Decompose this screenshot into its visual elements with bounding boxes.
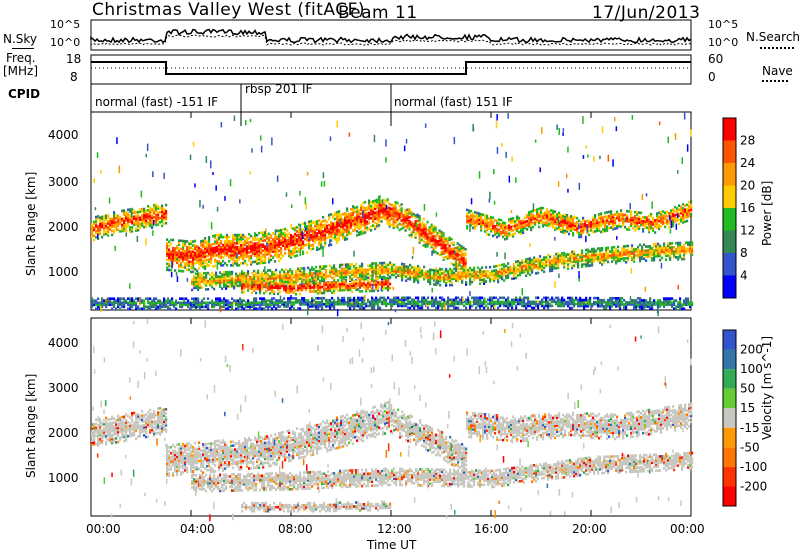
power-colorbar-swatch-3 — [723, 185, 736, 208]
power-ytick-4000: 4000 — [48, 128, 79, 142]
nave-tick-top: 60 — [708, 52, 724, 66]
noise-tick-right-bottom: 10^0 — [708, 36, 739, 49]
power-band-0 — [91, 203, 168, 242]
velocity-band-1 — [166, 400, 393, 478]
velocity-ytick-4000: 4000 — [48, 336, 79, 350]
velocity-band-5 — [241, 500, 392, 513]
power-colorbar-swatch-2 — [723, 163, 736, 186]
velocity-colorbar-swatch-3 — [723, 388, 736, 409]
velocity-colorbar-tick-5: -50 — [740, 440, 760, 454]
nsearch-label: N.Search — [746, 30, 800, 44]
velocity-colorbar-tick-2: 50 — [740, 382, 755, 396]
nave-legend-line — [762, 80, 788, 82]
power-colorbar-frame — [722, 117, 737, 299]
noise-tick-right-top: 10^5 — [708, 18, 739, 31]
power-band-1 — [166, 195, 381, 274]
velocity-colorbar-tick-6: -100 — [740, 460, 767, 474]
power-band-2 — [378, 195, 467, 273]
xtick-2000: 20:00 — [572, 522, 607, 536]
velocity-ytick-3000: 3000 — [48, 381, 79, 395]
noise-tick-left-bottom: 10^0 — [50, 36, 81, 49]
velocity-colorbar-swatch-8 — [723, 486, 736, 506]
freq-unit: [MHz] — [3, 64, 39, 78]
power-heatmap-cells — [91, 112, 694, 317]
velocity-colorbar-swatch-5 — [723, 427, 736, 448]
power-colorbar-swatch-1 — [723, 140, 736, 163]
velocity-scatter — [92, 319, 692, 522]
xtick-0400: 04:00 — [180, 522, 215, 536]
cpid-segment-1: normal (fast) -151 IF — [95, 95, 219, 109]
freq-tick-top: 18 — [66, 52, 82, 66]
beam-label: Beam 11 — [338, 3, 418, 23]
velocity-colorbar-tick-4: -15 — [740, 421, 760, 435]
cpid-segment-2: rbsp 201 IF — [245, 82, 313, 96]
velocity-band-2 — [391, 408, 468, 475]
velocity-colorbar-swatch-2 — [723, 369, 736, 389]
power-ytick-2000: 2000 — [48, 220, 79, 234]
power-colorbar-swatch-6 — [723, 253, 736, 276]
power-band-6 — [91, 296, 694, 311]
power-colorbar-swatch-5 — [723, 230, 736, 253]
power-band-3 — [466, 200, 693, 241]
power-colorbar-tick-1: 24 — [740, 156, 755, 170]
power-ytick-3000: 3000 — [48, 175, 79, 189]
noise-tick-left-top: 10^5 — [50, 18, 81, 31]
velocity-colorbar-swatch-4 — [723, 408, 736, 428]
freq-tick-bottom: 8 — [70, 70, 78, 84]
freq-label: Freq. — [6, 51, 36, 65]
velocity-colorbar-swatch-0 — [723, 330, 736, 350]
velocity-colorbar-swatch-1 — [723, 349, 736, 370]
velocity-colorbar-swatch-7 — [723, 466, 736, 487]
cpid-label: CPID — [8, 87, 41, 101]
nsky-trace — [90, 28, 692, 44]
power-colorbar-tick-2: 20 — [740, 179, 755, 193]
power-colorbar-swatch-0 — [723, 118, 736, 141]
xtick-1200: 12:00 — [377, 522, 412, 536]
power-colorbar-tick-6: 4 — [740, 269, 748, 283]
velocity-ytick-1000: 1000 — [48, 471, 79, 485]
nave-label: Nave — [762, 64, 793, 78]
velocity-colorbar-tick-7: -200 — [740, 479, 767, 493]
velocity-colorbar-swatch-6 — [723, 447, 736, 467]
nave-tick-bottom: 0 — [708, 70, 716, 84]
velocity-colorbar-tick-0: 200 — [740, 343, 763, 357]
velocity-colorbar-frame — [722, 329, 737, 507]
power-colorbar-swatch-4 — [723, 208, 736, 231]
velocity-colorbar-tick-3: 15 — [740, 401, 755, 415]
power-colorbar-tick-0: 28 — [740, 134, 755, 148]
xtick-2400: 00:00 — [670, 522, 705, 536]
velocity-band-0 — [91, 407, 168, 447]
nsearch-legend-line — [760, 47, 794, 49]
velocity-colorbar-tick-1: 100 — [740, 362, 763, 376]
station-title: Christmas Valley West (fitACF) — [92, 0, 366, 20]
cpid-segment-3: normal (fast) 151 IF — [394, 95, 513, 109]
xlabel: Time UT — [367, 538, 417, 552]
noise-panel — [90, 19, 692, 51]
power-colorbar-tick-5: 8 — [740, 246, 748, 260]
xtick-1600: 16:00 — [474, 522, 509, 536]
power-colorbar-tick-4: 12 — [740, 224, 755, 238]
freq-panel — [90, 54, 692, 85]
velocity-ytick-2000: 2000 — [48, 426, 79, 440]
date-label: 17/Jun/2013 — [592, 3, 701, 23]
power-scatter — [93, 112, 692, 317]
nsky-legend-line — [12, 48, 34, 49]
power-band-4 — [191, 241, 694, 292]
xtick-0000: 00:00 — [86, 522, 121, 536]
freq-trace — [91, 61, 691, 75]
velocity-band-4 — [191, 451, 694, 493]
nsky-label: N.Sky — [3, 32, 38, 46]
power-colorbar-swatch-7 — [723, 275, 736, 298]
power-colorbar-tick-3: 16 — [740, 201, 755, 215]
power-ytick-1000: 1000 — [48, 265, 79, 279]
xtick-0800: 08:00 — [278, 522, 313, 536]
velocity-heatmap-cells — [91, 319, 694, 522]
power-band-5 — [241, 276, 392, 296]
velocity-band-3 — [466, 402, 693, 443]
nsearch-trace — [90, 34, 692, 46]
